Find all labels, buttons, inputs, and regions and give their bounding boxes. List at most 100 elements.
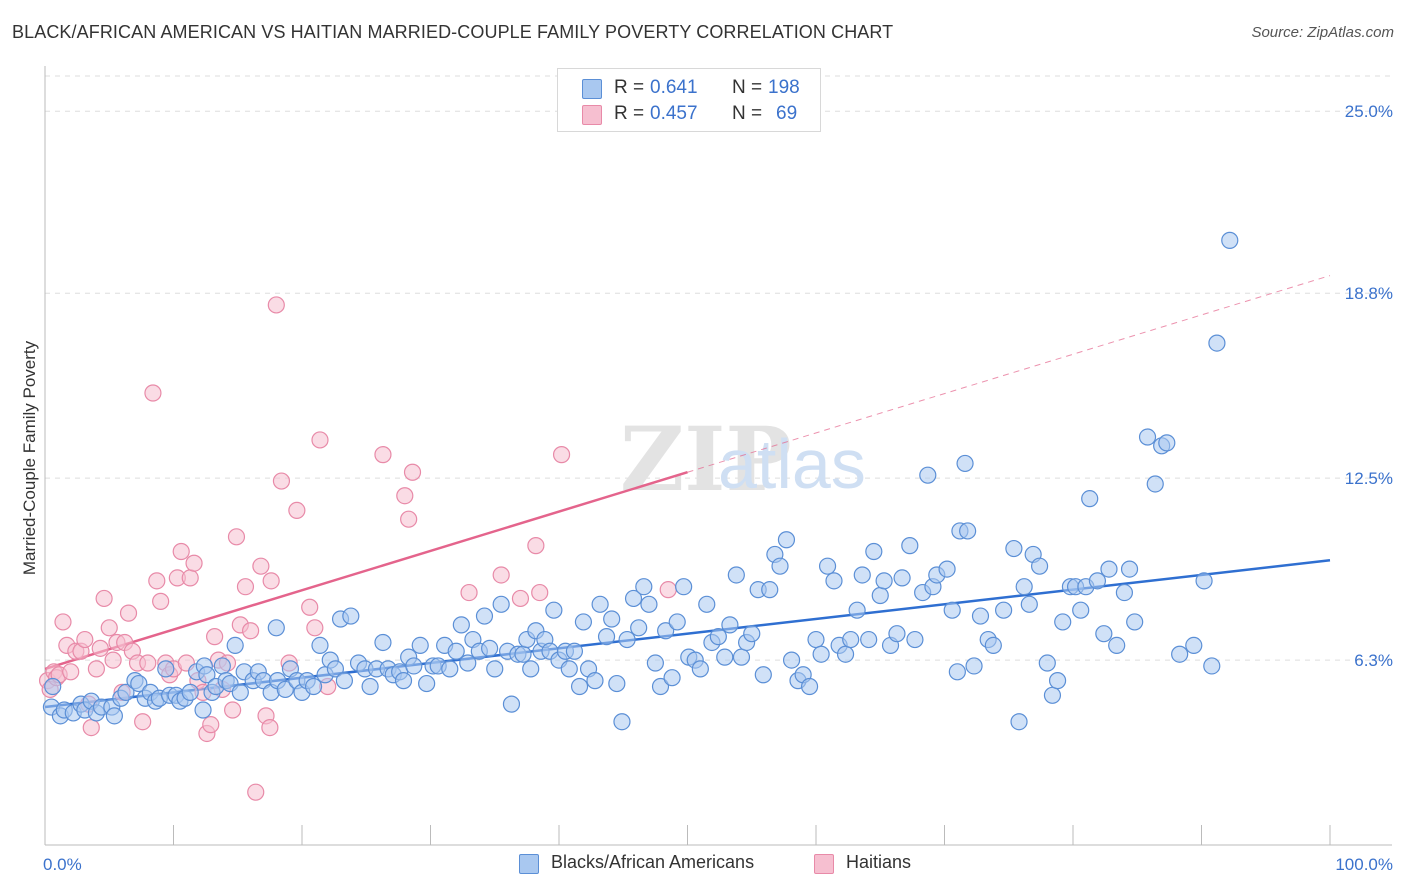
haitian-point	[311, 431, 329, 449]
black-point	[342, 607, 360, 625]
black-point	[418, 674, 436, 693]
n-value-pink: 69	[776, 103, 798, 124]
black-point	[267, 619, 285, 637]
black-point	[1005, 539, 1023, 558]
black-point	[492, 595, 510, 613]
black-point	[865, 542, 883, 561]
black-point	[304, 677, 323, 696]
black-point	[871, 586, 889, 605]
haitian-point	[100, 619, 118, 637]
legend-blue-label: Blacks/African Americans	[551, 852, 755, 872]
haitian-trend-line	[44, 471, 688, 671]
black-point	[893, 569, 911, 587]
r-label: R =	[614, 77, 645, 98]
n-value-blue: 198	[768, 77, 800, 98]
haitian-point	[236, 578, 255, 596]
black-point	[1100, 560, 1118, 578]
black-point	[1221, 231, 1239, 249]
black-point	[452, 616, 470, 634]
y-tick-label: 25.0%	[1345, 102, 1393, 121]
black-point	[860, 630, 878, 649]
black-point	[1030, 557, 1049, 575]
black-point	[919, 466, 937, 484]
black-point	[105, 707, 123, 725]
black-point	[603, 610, 621, 628]
haitian-point	[148, 572, 166, 590]
black-point	[194, 701, 212, 719]
black-point	[732, 648, 751, 666]
black-point	[956, 454, 974, 473]
watermark-atlas: atlas	[718, 425, 866, 503]
black-point	[965, 657, 983, 675]
black-point	[1185, 636, 1203, 655]
r-label: R =	[614, 103, 645, 124]
n-label: N =	[732, 103, 763, 124]
black-point	[1010, 713, 1028, 731]
black-point	[853, 566, 871, 584]
y-tick-label: 18.8%	[1345, 284, 1393, 303]
black-point	[502, 695, 521, 713]
black-point	[1120, 560, 1139, 578]
black-point	[948, 663, 966, 681]
black-point	[800, 677, 819, 696]
legend-blue-swatch	[519, 854, 539, 874]
black-point	[1020, 595, 1038, 613]
black-point	[613, 713, 631, 731]
haitian-points	[38, 296, 677, 801]
black-point	[481, 639, 499, 657]
black-point	[1015, 578, 1033, 596]
black-point	[545, 601, 563, 619]
black-point	[1203, 657, 1221, 675]
black-point	[130, 674, 148, 693]
black-point	[361, 677, 379, 696]
haitian-point	[202, 716, 220, 734]
black-point	[514, 645, 532, 663]
haitian-point	[659, 581, 677, 599]
black-point	[635, 578, 653, 596]
black-point	[807, 630, 825, 649]
black-point	[276, 680, 294, 699]
black-point	[447, 642, 465, 660]
black-point	[1171, 645, 1189, 663]
black-point	[394, 672, 413, 690]
black-point	[608, 674, 626, 693]
haitian-point	[91, 639, 109, 657]
black-point	[459, 654, 477, 672]
watermark-zip: ZIP	[620, 407, 792, 511]
black-point	[231, 683, 249, 701]
black-point	[812, 645, 830, 663]
haitian-point	[460, 583, 478, 602]
black-point	[1072, 601, 1090, 619]
blue-swatch	[582, 79, 602, 99]
haitian-point	[527, 537, 545, 555]
haitian-point	[301, 598, 319, 616]
black-point	[906, 630, 924, 649]
chart-title: BLACK/AFRICAN AMERICAN VS HAITIAN MARRIE…	[12, 22, 894, 42]
black-point	[646, 654, 664, 672]
haitian-point	[172, 542, 190, 561]
haitian-point	[139, 654, 157, 672]
haitian-point	[82, 718, 100, 737]
black-point	[630, 619, 648, 637]
black-point	[226, 636, 244, 655]
haitian-point	[252, 557, 270, 575]
haitian-point	[403, 463, 422, 481]
haitian-point	[76, 630, 94, 649]
black-point	[777, 531, 796, 549]
black-point	[668, 613, 686, 631]
haitian-point	[87, 660, 106, 678]
black-point	[657, 622, 675, 640]
haitian-point	[242, 622, 260, 640]
black-point	[411, 636, 429, 655]
haitian-point	[267, 296, 285, 314]
black-point	[721, 616, 739, 634]
haitian-point	[224, 701, 242, 719]
black-point	[44, 677, 62, 696]
black-point	[675, 578, 693, 596]
black-point	[825, 572, 843, 590]
black-point	[1115, 583, 1134, 602]
black-point	[1081, 490, 1099, 508]
stats-box: R = 0.641 N = 198 R = 0.457 N = 69	[557, 68, 821, 132]
black-point	[782, 651, 801, 669]
